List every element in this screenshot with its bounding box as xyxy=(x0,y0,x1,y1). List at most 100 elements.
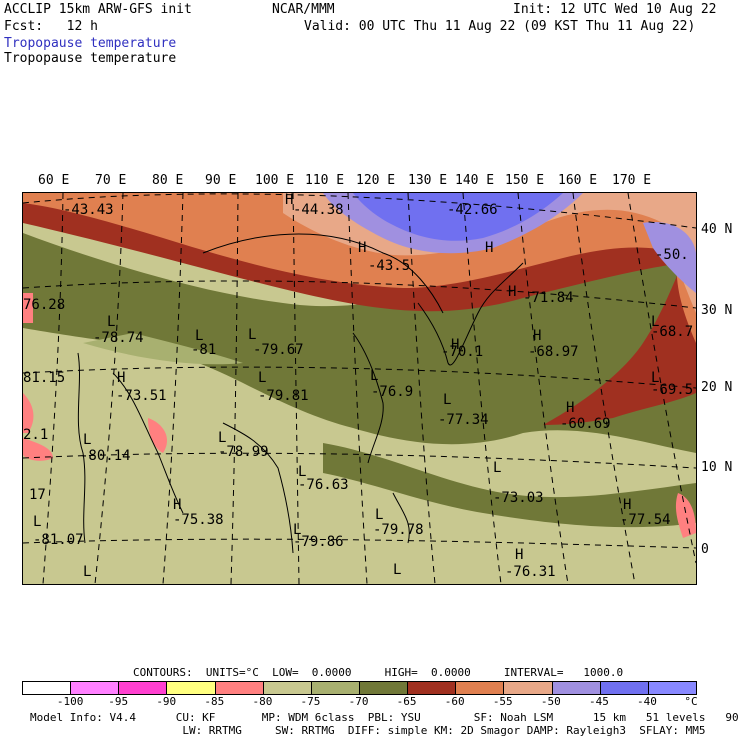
longitude-label: 130 E xyxy=(408,173,448,188)
pressure-center-marker: H xyxy=(485,240,494,256)
init-time: Init: 12 UTC Wed 10 Aug 22 xyxy=(513,2,717,17)
longitude-label: 150 E xyxy=(505,173,545,188)
temperature-value-label: -68.7 xyxy=(651,324,694,340)
legend-label: -95 xyxy=(108,695,129,708)
field-title-blue: Tropopause temperature xyxy=(4,36,177,51)
temperature-value-label: -77.34 xyxy=(438,412,489,428)
contours-info: CONTOURS: UNITS=°C LOW= 0.0000 HIGH= 0.0… xyxy=(133,666,624,679)
legend-swatch xyxy=(504,682,553,694)
temperature-value-label: -81 xyxy=(191,342,217,358)
temperature-value-label: -69.5 xyxy=(651,382,694,398)
forecast-hour: Fcst: 12 h xyxy=(4,19,98,34)
temperature-value-label: 81.15 xyxy=(23,370,66,386)
legend-label: -90 xyxy=(156,695,177,708)
legend-swatch xyxy=(71,682,120,694)
pressure-center-marker: L xyxy=(651,370,660,386)
temperature-value-label: -68.97 xyxy=(528,344,579,360)
pressure-center-marker: L xyxy=(293,522,302,538)
latitude-label: 10 N xyxy=(701,460,733,475)
pressure-center-marker: H xyxy=(566,400,575,416)
legend-swatch xyxy=(456,682,505,694)
pressure-center-marker: L xyxy=(393,562,402,578)
pressure-center-marker: L xyxy=(298,464,307,480)
pressure-center-marker: H xyxy=(451,337,460,353)
pressure-center-marker: L xyxy=(195,328,204,344)
legend-swatch xyxy=(263,682,312,694)
temperature-value-label: -78.74 xyxy=(93,330,144,346)
color-legend xyxy=(22,681,697,695)
pressure-center-marker: L xyxy=(651,314,660,330)
temperature-value-label: -60.69 xyxy=(560,416,611,432)
legend-swatch xyxy=(359,682,409,694)
temperature-value-label: -44.38 xyxy=(293,202,344,218)
pressure-center-marker: L xyxy=(258,370,267,386)
temperature-value-label: 2.1 xyxy=(23,427,49,443)
legend-label: °C xyxy=(684,695,698,708)
temperature-value-label: -80.14 xyxy=(80,448,131,464)
pressure-center-marker: L xyxy=(33,514,42,530)
pressure-center-marker: H xyxy=(623,497,632,513)
legend-label: -55 xyxy=(492,695,513,708)
temperature-value-label: -50. xyxy=(655,247,689,263)
legend-swatch xyxy=(552,682,601,694)
pressure-center-marker: L xyxy=(83,432,92,448)
temperature-value-label: -43.5 xyxy=(368,258,411,274)
temperature-value-label: -79.67 xyxy=(253,342,304,358)
model-info-line1: Model Info: V4.4 CU: KF MP: WDM 6class P… xyxy=(30,711,740,724)
legend-swatch xyxy=(215,682,264,694)
temperature-value-label: -79.81 xyxy=(258,388,309,404)
model-title: ACCLIP 15km ARW-GFS init xyxy=(4,2,192,17)
temperature-value-label: -42.66 xyxy=(447,202,498,218)
longitude-label: 80 E xyxy=(152,173,184,188)
legend-swatch xyxy=(311,682,360,694)
temperature-value-label: -43.43 xyxy=(63,202,114,218)
temperature-value-label: -76.63 xyxy=(298,477,349,493)
temperature-value-label: -71.84 xyxy=(523,290,574,306)
pressure-center-marker: L xyxy=(218,430,227,446)
pressure-center-marker: L xyxy=(493,460,502,476)
temperature-value-label: -73.03 xyxy=(493,490,544,506)
temperature-value-label: -77.54 xyxy=(620,512,671,528)
pressure-center-marker: L xyxy=(375,507,384,523)
pressure-center-marker: H xyxy=(533,328,542,344)
latitude-label: 30 N xyxy=(701,303,733,318)
latitude-label: 0 xyxy=(701,542,709,557)
legend-swatch xyxy=(408,682,457,694)
temperature-value-label: -76.31 xyxy=(505,564,556,580)
valid-time: Valid: 00 UTC Thu 11 Aug 22 (09 KST Thu … xyxy=(304,19,696,34)
tropopause-temperature-map: -43.43 H -44.38 -42.66 H -43.5 H -50. H -71.84 76.… xyxy=(22,192,697,585)
legend-label: -40 xyxy=(637,695,657,708)
legend-swatch xyxy=(167,682,216,694)
temperature-value-label: -78.99 xyxy=(218,444,269,460)
longitude-label: 170 E xyxy=(612,173,652,188)
pressure-center-marker: L xyxy=(248,327,257,343)
latitude-label: 20 N xyxy=(701,380,733,395)
longitude-label: 120 E xyxy=(356,173,396,188)
legend-swatch xyxy=(119,682,168,694)
longitude-label: 140 E xyxy=(455,173,495,188)
temperature-value-label: -75.38 xyxy=(173,512,224,528)
legend-swatch xyxy=(23,682,72,694)
longitude-label: 90 E xyxy=(205,173,237,188)
temperature-value-label: 17 xyxy=(29,487,46,503)
legend-label: -70 xyxy=(348,695,369,708)
pressure-center-marker: H xyxy=(117,370,126,386)
longitude-label: 160 E xyxy=(558,173,598,188)
pressure-center-marker: H xyxy=(285,192,294,208)
legend-swatch xyxy=(648,682,696,694)
temperature-value-label: -81.07 xyxy=(33,532,84,548)
map-canvas xyxy=(23,193,696,584)
pressure-center-marker: H xyxy=(515,547,524,563)
latitude-label: 40 N xyxy=(701,222,733,237)
longitude-label: 100 E xyxy=(255,173,295,188)
temperature-value-label: -70.1 xyxy=(441,344,484,360)
temperature-value-label: -79.86 xyxy=(293,534,344,550)
pressure-center-marker: L xyxy=(443,392,452,408)
legend-label: -75 xyxy=(300,695,321,708)
model-info-line2: LW: RRTMG SW: RRTMG DIFF: simple KM: 2D … xyxy=(30,724,706,737)
longitude-label: 60 E xyxy=(38,173,70,188)
temperature-value-label: -73.51 xyxy=(116,388,167,404)
pressure-center-marker: L xyxy=(83,564,92,580)
pressure-center-marker: H xyxy=(358,240,367,256)
pressure-center-marker: H xyxy=(173,497,182,513)
